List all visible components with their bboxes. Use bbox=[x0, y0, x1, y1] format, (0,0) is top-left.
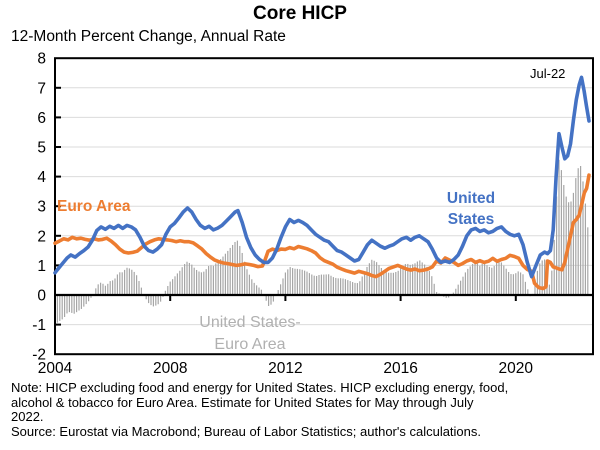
y-tick-label: 7 bbox=[37, 80, 46, 97]
y-tick-label: 8 bbox=[37, 51, 46, 68]
united-states-label-line2: States bbox=[447, 211, 495, 228]
chart-subtitle: 12-Month Percent Change, Annual Rate bbox=[11, 28, 286, 45]
end-point-annotation: Jul-22 bbox=[530, 66, 566, 81]
y-tick-label: 0 bbox=[37, 288, 46, 305]
page-title: Core HICP bbox=[253, 3, 347, 24]
x-tick-label: 2016 bbox=[383, 360, 417, 377]
y-tick-label: 3 bbox=[37, 199, 46, 216]
difference-series-label: United States- Euro Area bbox=[164, 312, 336, 355]
y-tick-label: 1 bbox=[37, 258, 46, 275]
y-tick-label: 2 bbox=[37, 228, 46, 245]
note-line: alcohol & tobacco for Euro Area. Estimat… bbox=[11, 394, 474, 410]
y-tick-label: -2 bbox=[32, 347, 46, 364]
note-line: Note: HICP excluding food and energy for… bbox=[11, 380, 509, 395]
footnote-block: Note: HICP excluding food and energy for… bbox=[11, 380, 593, 439]
y-tick-label: 5 bbox=[37, 140, 46, 157]
y-tick-label: 6 bbox=[37, 110, 46, 127]
note-line: 2022. bbox=[11, 409, 44, 424]
united-states-label-line1: United bbox=[446, 190, 496, 207]
x-tick-label: 2008 bbox=[153, 360, 187, 377]
x-tick-label: 2012 bbox=[268, 360, 302, 377]
united-states-series-label: United States bbox=[433, 188, 509, 230]
y-tick-label: -1 bbox=[32, 317, 46, 334]
x-tick-label: 2004 bbox=[38, 360, 73, 377]
euro-area-line bbox=[53, 173, 591, 291]
source-line: Source: Eurostat via Macrobond; Bureau o… bbox=[11, 423, 482, 439]
difference-label-line2: Euro Area bbox=[214, 335, 286, 353]
euro-area-series-label: Euro Area bbox=[57, 198, 131, 215]
y-tick-label: 4 bbox=[37, 169, 46, 186]
united-states-line bbox=[53, 75, 591, 279]
x-tick-label: 2020 bbox=[499, 360, 534, 377]
difference-label-line1: United States- bbox=[199, 314, 301, 331]
